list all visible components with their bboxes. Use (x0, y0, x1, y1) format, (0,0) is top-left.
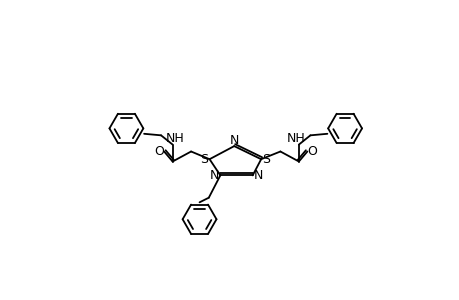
Text: S: S (262, 153, 270, 166)
Text: N: N (209, 169, 218, 182)
Text: O: O (154, 145, 164, 158)
Text: S: S (200, 153, 208, 166)
Text: NH: NH (165, 132, 184, 145)
Text: N: N (254, 169, 263, 182)
Text: N: N (229, 134, 238, 147)
Text: O: O (306, 145, 316, 158)
Text: NH: NH (286, 132, 305, 145)
